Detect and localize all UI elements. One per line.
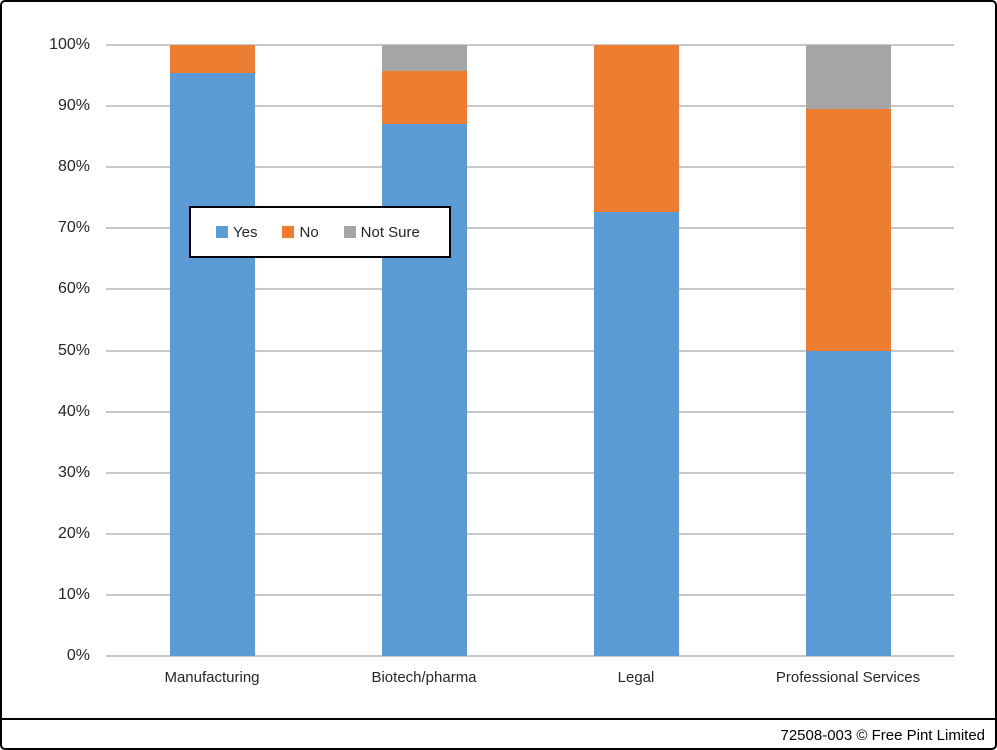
bar-segment-Professional Services-Not Sure <box>805 45 891 110</box>
y-tick-label-80: 80% <box>57 158 90 176</box>
legend-label: Yes <box>233 223 258 241</box>
x-category-label: Legal <box>617 669 655 686</box>
legend-swatch-icon <box>216 226 228 238</box>
y-tick-label-90: 90% <box>57 97 90 115</box>
gridline-70 <box>106 227 954 230</box>
y-tick-label-0: 0% <box>66 647 90 664</box>
bar-segment-Legal-No <box>593 45 679 212</box>
legend-swatch-icon <box>282 226 295 238</box>
plot-area <box>106 44 954 657</box>
bar-segment-Biotech/pharma-Yes <box>381 124 467 656</box>
legend-label: No <box>299 223 319 241</box>
bar-segment-Manufacturing-Yes <box>169 72 255 656</box>
legend-item-yes: Yes <box>216 224 257 241</box>
footer-divider <box>2 718 995 720</box>
legend-label: Not Sure <box>360 223 420 241</box>
gridline-30 <box>106 471 954 474</box>
x-category-label: Professional Services <box>775 669 921 686</box>
bar-segment-Biotech/pharma-No <box>381 71 467 125</box>
bar-segment-Professional Services-Yes <box>805 350 891 656</box>
legend: Yes No Not Sure <box>189 206 451 258</box>
gridline-100 <box>106 44 954 46</box>
legend-swatch-icon <box>343 226 356 238</box>
bar-segment-Professional Services-No <box>805 109 891 351</box>
legend-item-not-sure: Not Sure <box>343 223 420 241</box>
footer-credit: 72508-003 © Free Pint Limited <box>780 727 986 744</box>
legend-item-no: No <box>282 223 319 241</box>
y-tick-label-50: 50% <box>57 341 90 359</box>
y-tick-label-30: 30% <box>57 463 90 481</box>
gridline-0 <box>106 655 954 657</box>
x-category-label: Biotech/pharma <box>371 669 477 686</box>
y-tick-label-20: 20% <box>57 524 90 542</box>
gridline-80 <box>106 166 954 169</box>
y-tick-label-10: 10% <box>57 585 90 603</box>
y-tick-label-100: 100% <box>49 36 90 53</box>
gridline-60 <box>106 288 954 291</box>
gridline-10 <box>106 593 954 596</box>
bar-segment-Biotech/pharma-Not Sure <box>381 45 467 72</box>
y-tick-label-60: 60% <box>57 280 90 298</box>
y-tick-label-70: 70% <box>57 219 90 237</box>
bar-segment-Manufacturing-No <box>169 45 255 73</box>
x-category-label: Manufacturing <box>164 669 260 686</box>
gridline-20 <box>106 532 954 535</box>
gridline-90 <box>106 105 954 108</box>
y-tick-label-40: 40% <box>57 402 90 420</box>
gridline-40 <box>106 410 954 413</box>
bar-segment-Legal-Yes <box>593 211 679 656</box>
gridline-50 <box>106 349 954 352</box>
